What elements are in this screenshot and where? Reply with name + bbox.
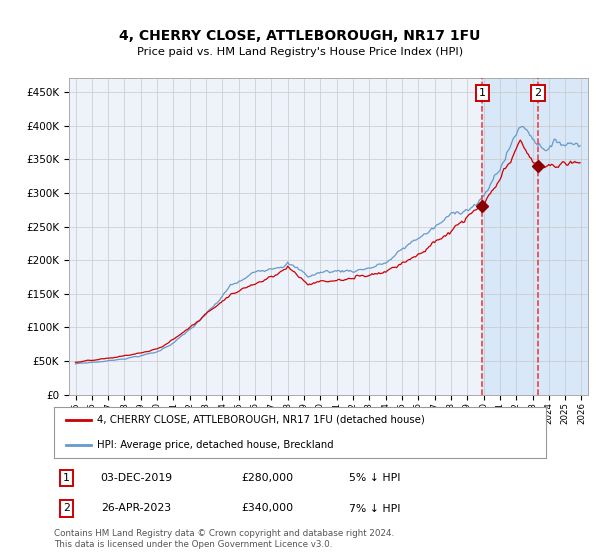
Text: 1: 1: [63, 473, 70, 483]
Text: 2: 2: [535, 87, 541, 97]
Bar: [482, 78, 600, 395]
Text: 4, CHERRY CLOSE, ATTLEBOROUGH, NR17 1FU (detached house): 4, CHERRY CLOSE, ATTLEBOROUGH, NR17 1FU …: [97, 415, 425, 425]
Text: Contains HM Land Registry data © Crown copyright and database right 2024.
This d: Contains HM Land Registry data © Crown c…: [54, 529, 394, 549]
Text: £280,000: £280,000: [241, 473, 293, 483]
Text: Price paid vs. HM Land Registry's House Price Index (HPI): Price paid vs. HM Land Registry's House …: [137, 47, 463, 57]
Text: £340,000: £340,000: [241, 503, 293, 514]
Text: 1: 1: [479, 87, 485, 97]
Text: 4, CHERRY CLOSE, ATTLEBOROUGH, NR17 1FU: 4, CHERRY CLOSE, ATTLEBOROUGH, NR17 1FU: [119, 29, 481, 44]
Text: 7% ↓ HPI: 7% ↓ HPI: [349, 503, 401, 514]
Text: HPI: Average price, detached house, Breckland: HPI: Average price, detached house, Brec…: [97, 440, 334, 450]
Text: 5% ↓ HPI: 5% ↓ HPI: [349, 473, 401, 483]
Text: 26-APR-2023: 26-APR-2023: [101, 503, 171, 514]
Text: 2: 2: [63, 503, 70, 514]
Text: 03-DEC-2019: 03-DEC-2019: [101, 473, 173, 483]
